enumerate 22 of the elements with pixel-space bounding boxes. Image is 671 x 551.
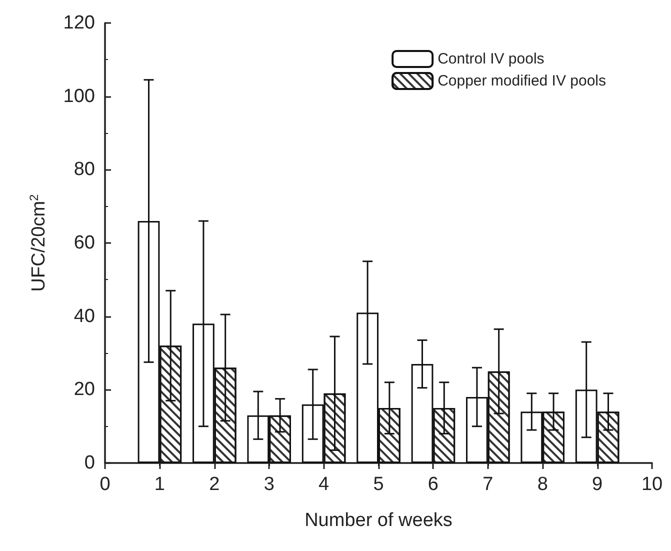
x-tick-label: 1 — [154, 474, 165, 495]
x-tick-label: 2 — [209, 474, 220, 495]
y-axis-title: UFC/20cm2 — [27, 194, 50, 292]
x-tick-label: 0 — [100, 474, 110, 495]
x-tick-label: 6 — [428, 474, 438, 495]
x-axis-title: Number of weeks — [304, 510, 452, 531]
x-tick-label: 3 — [264, 474, 274, 495]
legend-label: Copper modified IV pools — [438, 72, 606, 90]
x-tick-label: 8 — [537, 474, 548, 495]
y-tick-label: 120 — [63, 12, 95, 34]
x-tick-label: 7 — [482, 474, 494, 495]
x-tick-label: 4 — [318, 474, 330, 495]
y-tick-label: 60 — [74, 232, 95, 254]
y-tick-label: 100 — [63, 86, 95, 107]
x-tick-label: 9 — [592, 474, 603, 495]
y-tick-label: 80 — [74, 159, 95, 180]
y-tick-label: 20 — [74, 379, 95, 400]
x-tick-label: 5 — [373, 474, 384, 495]
y-tick-label: 0 — [84, 452, 95, 474]
legend-label: Control IV pools — [438, 50, 544, 68]
x-tick-label: 10 — [641, 474, 663, 495]
y-tick-label: 40 — [74, 306, 95, 327]
